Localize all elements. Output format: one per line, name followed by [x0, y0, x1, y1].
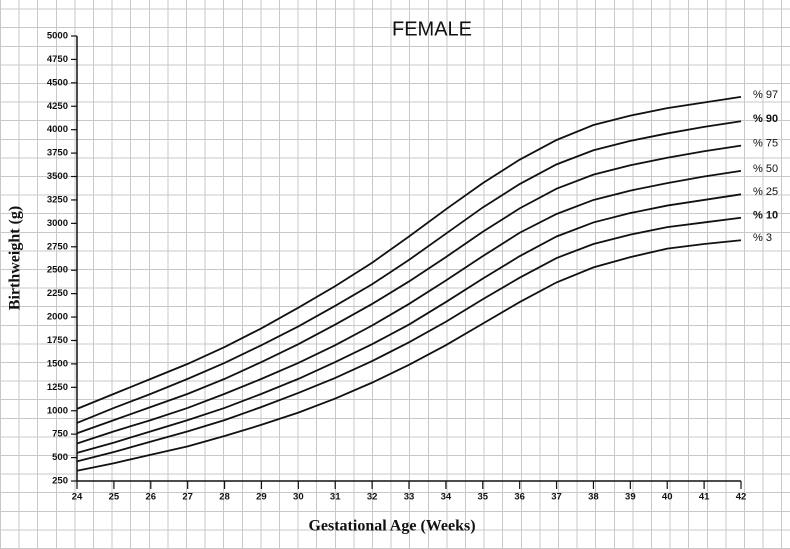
- y-tick-label: 3250: [47, 194, 68, 205]
- x-tick-label: 35: [477, 492, 488, 503]
- series-label: % 90: [753, 113, 778, 125]
- x-tick-label: 42: [736, 492, 747, 503]
- x-tick-label: 34: [441, 492, 452, 503]
- y-tick-label: 2500: [47, 265, 68, 276]
- series-line: [76, 170, 742, 445]
- y-tick-label: 4250: [47, 101, 68, 112]
- y-tick-label: 750: [52, 429, 68, 440]
- chart-title: FEMALE: [392, 18, 472, 40]
- y-tick-label: 5000: [47, 31, 68, 42]
- y-tick-label: 4750: [47, 54, 68, 65]
- y-tick-label: 250: [52, 476, 68, 487]
- series-line: [76, 193, 742, 454]
- x-tick-label: 26: [145, 492, 156, 503]
- x-tick-label: 39: [625, 492, 636, 503]
- x-tick-label: 24: [72, 492, 83, 503]
- y-tick-label: 1750: [47, 335, 68, 346]
- series-line: [76, 144, 742, 435]
- series-label: % 97: [753, 89, 778, 101]
- y-tick-label: 1000: [47, 405, 68, 416]
- x-tick-label: 25: [109, 492, 120, 503]
- x-tick-label: 31: [330, 492, 341, 503]
- series-label: % 25: [753, 186, 778, 198]
- y-tick-label: 500: [52, 452, 68, 463]
- x-tick-label: 33: [404, 492, 415, 503]
- series-line: [76, 96, 742, 410]
- series-line: [76, 239, 742, 472]
- y-tick-label: 2750: [47, 241, 68, 252]
- series-label: % 75: [753, 138, 778, 150]
- x-tick-label: 38: [588, 492, 599, 503]
- series-label: % 50: [753, 163, 778, 175]
- x-tick-label: 32: [367, 492, 378, 503]
- y-tick-label: 3000: [47, 218, 68, 229]
- series-label: % 10: [753, 210, 778, 222]
- y-tick-label: 2250: [47, 288, 68, 299]
- x-tick-label: 36: [514, 492, 525, 503]
- y-tick-label: 2000: [47, 312, 68, 323]
- y-tick-label: 1250: [47, 382, 68, 393]
- x-tick-label: 28: [219, 492, 230, 503]
- y-axis-label: Birthweight (g): [7, 206, 24, 310]
- x-tick-label: 40: [662, 492, 673, 503]
- y-tick-label: 4000: [47, 124, 68, 135]
- x-tick-label: 41: [699, 492, 710, 503]
- x-axis-label: Gestational Age (Weeks): [308, 518, 475, 535]
- series-line: [76, 120, 742, 424]
- y-tick-label: 1500: [47, 358, 68, 369]
- y-tick-label: 4500: [47, 77, 68, 88]
- x-tick-label: 30: [293, 492, 304, 503]
- y-tick-label: 3500: [47, 171, 68, 182]
- x-tick-label: 37: [551, 492, 562, 503]
- x-tick-label: 27: [182, 492, 193, 503]
- x-tick-label: 29: [256, 492, 267, 503]
- y-tick-label: 3750: [47, 148, 68, 159]
- series-line: [76, 216, 742, 463]
- series-label: % 3: [753, 232, 772, 244]
